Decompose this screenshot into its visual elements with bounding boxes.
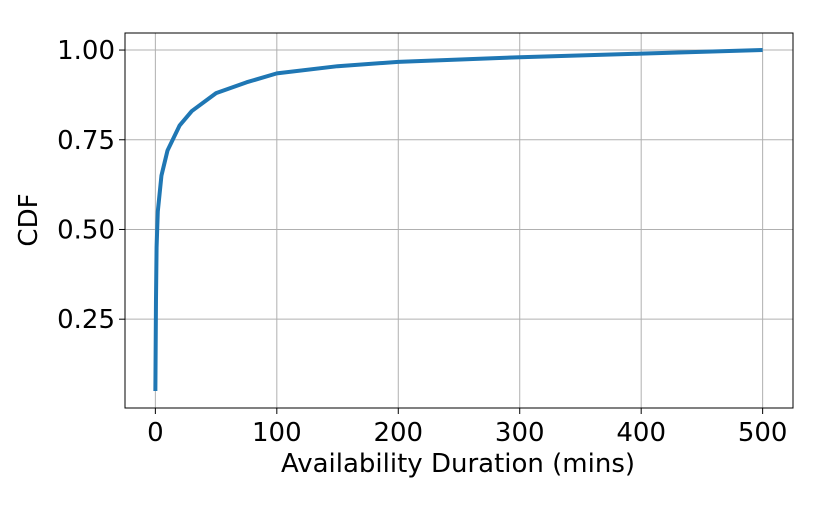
x-tick-label: 200 [373, 418, 423, 448]
y-tick-label: 1.00 [57, 36, 115, 66]
y-tick-label: 0.50 [57, 215, 115, 245]
x-tick-label: 300 [495, 418, 545, 448]
plot-frame [124, 32, 794, 409]
x-tick-label: 100 [252, 418, 302, 448]
cdf-line [153, 48, 763, 391]
y-tick-label: 0.75 [57, 126, 115, 156]
x-tick-label: 400 [616, 418, 666, 448]
y-axis-label: CDF [14, 193, 44, 246]
x-tick-label: 500 [738, 418, 788, 448]
y-tick-label: 0.25 [57, 305, 115, 335]
x-tick-label: 0 [147, 418, 164, 448]
x-axis-label: Availability Duration (mins) [281, 449, 635, 479]
